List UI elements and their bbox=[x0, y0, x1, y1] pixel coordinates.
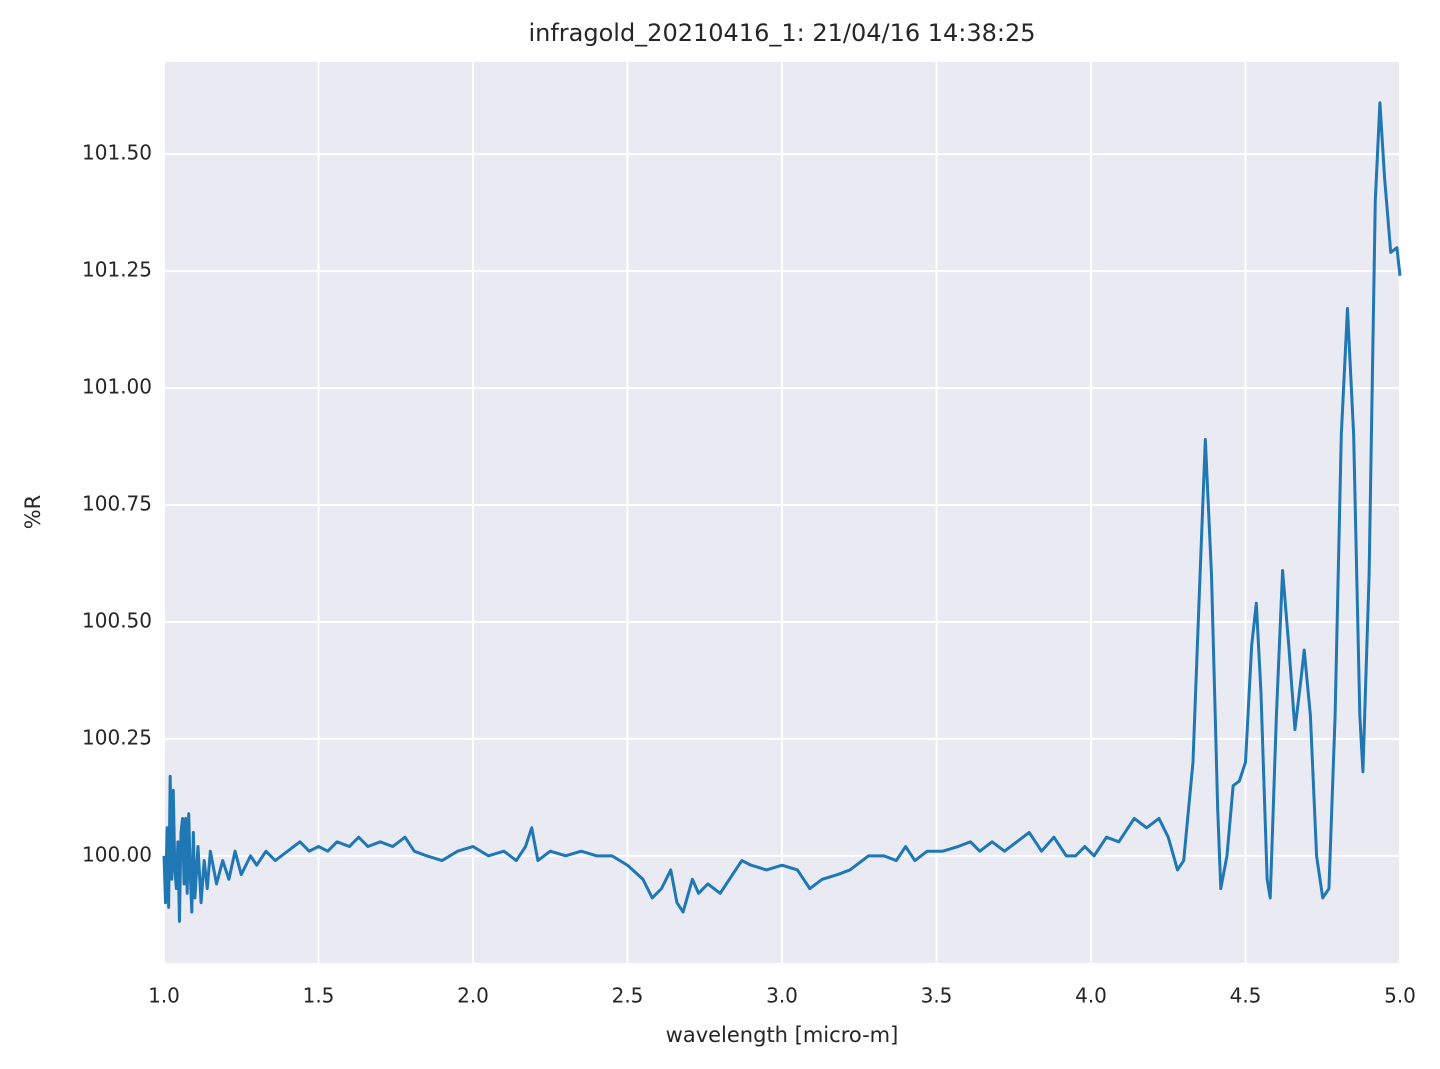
y-tick-label: 101.25 bbox=[82, 258, 152, 282]
x-tick-label: 5.0 bbox=[1384, 984, 1416, 1008]
x-tick-label: 3.5 bbox=[921, 984, 953, 1008]
y-axis-label: %R bbox=[21, 495, 45, 530]
x-tick-label: 4.0 bbox=[1075, 984, 1107, 1008]
chart-title: infragold_20210416_1: 21/04/16 14:38:25 bbox=[528, 19, 1035, 47]
data-line bbox=[162, 101, 1402, 923]
x-tick-label: 3.0 bbox=[766, 984, 798, 1008]
y-tick-label: 100.75 bbox=[82, 492, 152, 516]
y-tick-label: 100.50 bbox=[82, 608, 152, 632]
x-tick-label: 2.5 bbox=[612, 984, 644, 1008]
y-tick-label: 100.00 bbox=[82, 842, 152, 866]
x-tick-label: 1.0 bbox=[148, 984, 180, 1008]
y-tick-label: 101.00 bbox=[82, 375, 152, 399]
x-tick-label: 2.0 bbox=[457, 984, 489, 1008]
y-tick-label: 101.50 bbox=[82, 141, 152, 165]
x-tick-label: 4.5 bbox=[1230, 984, 1262, 1008]
x-tick-label: 1.5 bbox=[303, 984, 335, 1008]
x-axis-label: wavelength [micro-m] bbox=[666, 1023, 899, 1047]
y-tick-label: 100.25 bbox=[82, 725, 152, 749]
